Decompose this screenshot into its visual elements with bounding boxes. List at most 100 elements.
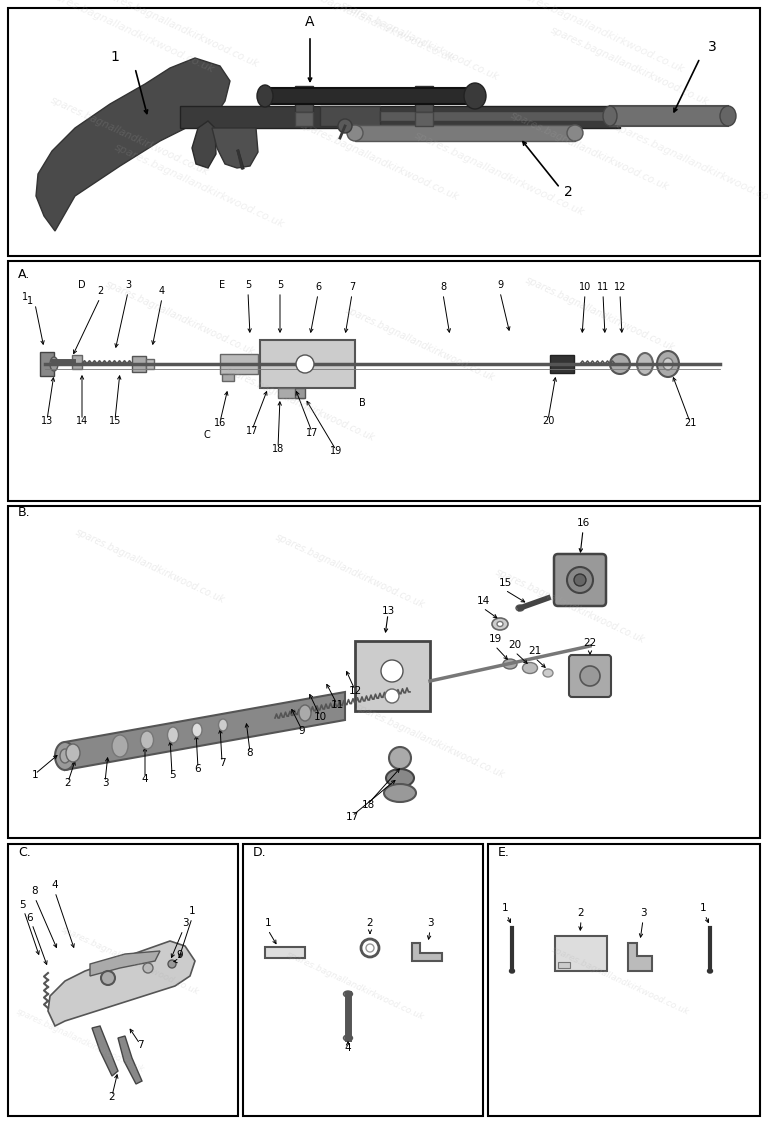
Text: 3: 3 (101, 778, 108, 788)
Ellipse shape (522, 662, 538, 673)
Bar (260, 340, 355, 388)
Text: A.: A. (18, 268, 30, 282)
Ellipse shape (299, 705, 311, 721)
Text: 4: 4 (141, 774, 148, 784)
Text: 3: 3 (427, 918, 433, 928)
Circle shape (567, 568, 593, 593)
Text: 17: 17 (306, 428, 318, 438)
Text: 3: 3 (125, 280, 131, 291)
Text: 4: 4 (159, 286, 165, 296)
Bar (550, 355, 574, 373)
Text: 20: 20 (508, 640, 521, 650)
Ellipse shape (509, 969, 515, 973)
Text: spares.bagnallandkirkwood.co.uk: spares.bagnallandkirkwood.co.uk (43, 0, 217, 75)
Bar (415, 111, 433, 126)
Text: C.: C. (18, 846, 31, 859)
Text: 12: 12 (614, 282, 626, 292)
Text: 5: 5 (18, 900, 25, 910)
Text: spares.bagnallandkirkwood.co.uk: spares.bagnallandkirkwood.co.uk (74, 527, 227, 605)
Text: spares.bagnallandkirkwood.co.uk: spares.bagnallandkirkwood.co.uk (413, 129, 587, 218)
Polygon shape (412, 942, 442, 960)
Circle shape (385, 689, 399, 703)
Bar (555, 936, 607, 971)
Text: 6: 6 (27, 913, 33, 923)
Text: 7: 7 (349, 282, 355, 292)
Text: 3: 3 (640, 908, 647, 918)
Text: spares.bagnallandkirkwood.co.uk: spares.bagnallandkirkwood.co.uk (15, 1008, 146, 1075)
Bar (146, 359, 154, 369)
Text: 8: 8 (440, 282, 446, 292)
Bar (610, 106, 728, 126)
Text: 15: 15 (498, 578, 511, 588)
Ellipse shape (192, 723, 202, 738)
Text: E.: E. (498, 846, 510, 859)
Ellipse shape (637, 352, 653, 375)
Polygon shape (90, 951, 160, 976)
Bar (265, 88, 475, 104)
Bar (72, 355, 82, 369)
Text: 9: 9 (177, 950, 184, 960)
Text: spares.bagnallandkirkwood.co.uk: spares.bagnallandkirkwood.co.uk (339, 0, 501, 82)
Text: 19: 19 (330, 446, 342, 456)
Text: 11: 11 (330, 700, 343, 711)
Text: 22: 22 (584, 638, 597, 647)
Ellipse shape (603, 106, 617, 126)
Text: 17: 17 (246, 426, 258, 436)
Text: 7: 7 (137, 1040, 144, 1051)
Text: spares.bagnallandkirkwood.co.uk: spares.bagnallandkirkwood.co.uk (549, 25, 711, 107)
Text: 1: 1 (31, 770, 38, 780)
Text: 18: 18 (362, 799, 375, 810)
Circle shape (168, 960, 176, 968)
Ellipse shape (343, 1035, 353, 1042)
Text: 1: 1 (700, 903, 707, 913)
Bar (8, 8, 760, 256)
Text: 10: 10 (313, 712, 326, 722)
Polygon shape (192, 120, 216, 168)
Text: spares.bagnallandkirkwood.co.uk: spares.bagnallandkirkwood.co.uk (614, 122, 768, 209)
Text: 7: 7 (219, 758, 225, 768)
Text: B: B (359, 397, 366, 408)
Circle shape (296, 355, 314, 373)
Text: spares.bagnallandkirkwood.co.uk: spares.bagnallandkirkwood.co.uk (354, 701, 506, 780)
Ellipse shape (50, 357, 58, 370)
Circle shape (580, 665, 600, 686)
Text: spares.bagnallandkirkwood.co.uk: spares.bagnallandkirkwood.co.uk (114, 142, 286, 230)
Polygon shape (118, 1036, 142, 1084)
Circle shape (361, 939, 379, 957)
Text: 2: 2 (97, 286, 103, 296)
Text: 2: 2 (366, 918, 373, 928)
Text: spares.bagnallandkirkwood.co.uk: spares.bagnallandkirkwood.co.uk (285, 950, 425, 1022)
Polygon shape (36, 59, 230, 231)
Polygon shape (628, 942, 652, 971)
Bar (220, 354, 258, 374)
Bar (8, 261, 760, 501)
Bar (243, 844, 483, 1116)
Text: spares.bagnallandkirkwood.co.uk: spares.bagnallandkirkwood.co.uk (550, 945, 690, 1017)
Text: spares.bagnallandkirkwood.co.uk: spares.bagnallandkirkwood.co.uk (509, 109, 671, 193)
Polygon shape (65, 692, 345, 770)
Polygon shape (212, 128, 258, 168)
Circle shape (610, 354, 630, 374)
Text: 13: 13 (382, 606, 395, 616)
Text: spares.bagnallandkirkwood.co.uk: spares.bagnallandkirkwood.co.uk (273, 531, 426, 610)
Ellipse shape (66, 744, 80, 762)
Ellipse shape (516, 605, 524, 611)
Ellipse shape (257, 84, 273, 107)
FancyBboxPatch shape (355, 641, 430, 711)
Text: 1: 1 (265, 918, 271, 928)
Ellipse shape (497, 622, 503, 626)
Polygon shape (92, 1026, 118, 1076)
Text: 16: 16 (576, 518, 590, 528)
FancyBboxPatch shape (569, 655, 611, 697)
Ellipse shape (464, 83, 486, 109)
Bar (320, 106, 380, 126)
Ellipse shape (167, 727, 178, 743)
Text: 8: 8 (247, 748, 253, 758)
Text: 14: 14 (476, 596, 490, 606)
Bar (488, 844, 760, 1116)
Text: 1: 1 (111, 50, 120, 64)
Ellipse shape (219, 720, 227, 731)
Text: 6: 6 (194, 765, 201, 774)
Text: 5: 5 (277, 280, 283, 291)
Ellipse shape (503, 659, 517, 669)
